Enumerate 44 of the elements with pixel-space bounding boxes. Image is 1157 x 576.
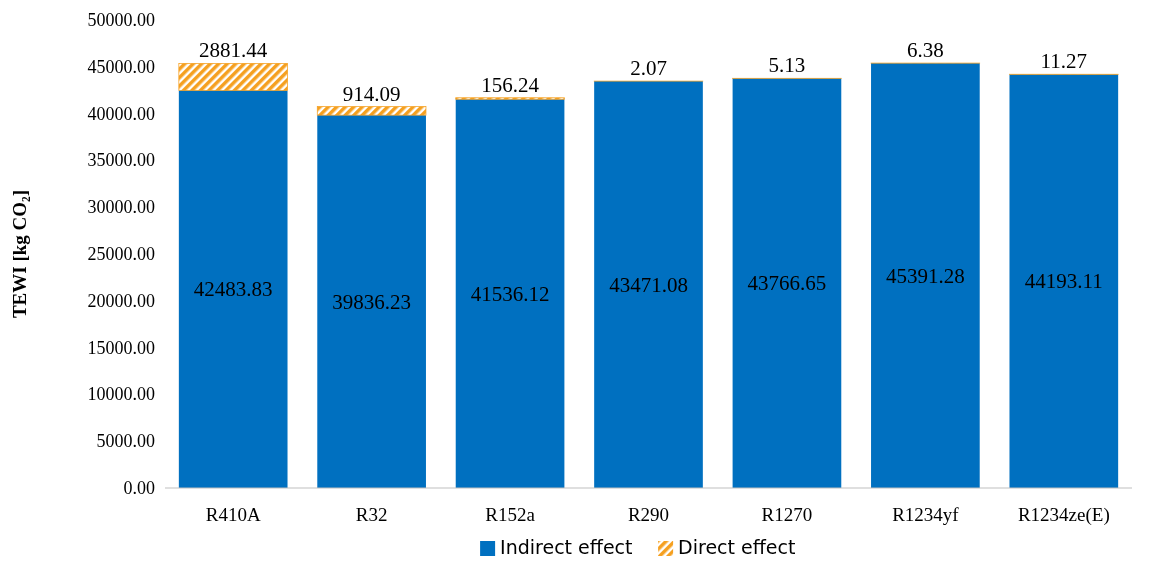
data-label: 42483.83 [193,277,273,302]
y-tick-label: 30000.00 [87,197,155,218]
x-tick-label: R32 [355,504,388,525]
y-tick-label: 45000.00 [87,56,155,77]
y-tick-label: 20000.00 [87,290,155,311]
y-axis-title: TEWI [kg CO₂] [9,189,30,319]
y-tick-label: 35000.00 [87,150,155,171]
data-label: 39836.23 [332,289,411,314]
bar [178,63,288,91]
bar [594,81,703,488]
bar [316,106,427,116]
y-tick-label: 25000.00 [87,244,155,264]
x-tick-label: R1270 [761,504,813,525]
x-tick-label: R1234ze(E) [1017,504,1110,526]
y-tick-label: 50000.00 [87,10,155,30]
y-tick-label: 5000.00 [96,431,155,452]
x-tick-label: R290 [627,504,670,525]
x-tick-label: R1234yf [892,504,960,525]
data-label: 2881.44 [199,38,268,63]
bar [178,90,288,488]
x-tick-label: R410A [205,504,261,525]
data-label: 914.09 [342,81,401,106]
data-label: 11.27 [1040,49,1088,74]
data-label: 5.13 [768,53,806,78]
y-tick-label: 0.00 [123,478,155,498]
data-label: 43766.65 [747,271,827,296]
legend-label: Direct effect [678,536,796,558]
bar [871,63,980,488]
legend-label: Indirect effect [500,536,633,558]
data-label: 41536.12 [470,281,550,306]
data-label: 44193.11 [1024,269,1103,294]
data-label: 45391.28 [886,263,965,288]
y-tick-label: 10000.00 [87,384,155,405]
data-label: 156.24 [481,72,540,97]
y-tick-label: 15000.00 [87,337,155,358]
bar [317,115,426,488]
bar [732,78,842,488]
y-tick-label: 40000.00 [87,103,155,124]
bar [1009,74,1119,488]
data-label: 6.38 [907,38,944,63]
bar [455,99,565,488]
data-label: 43471.08 [609,272,688,297]
data-label: 2.07 [630,56,667,81]
x-tick-label: R152a [485,504,536,525]
